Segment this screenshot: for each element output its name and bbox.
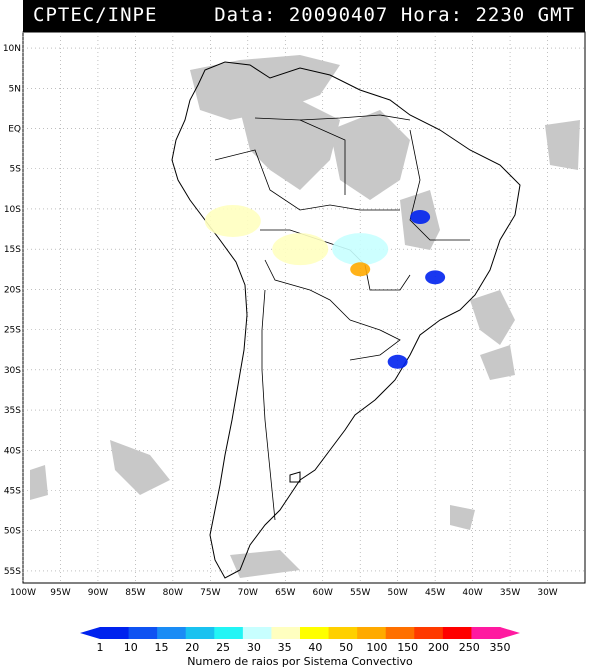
cloud-patch <box>450 505 475 530</box>
legend-swatch <box>242 627 272 639</box>
legend-swatch <box>385 627 415 639</box>
lat-tick-label: EQ <box>8 125 21 135</box>
border-line <box>264 259 351 321</box>
lat-tick-label: 5N <box>9 84 21 94</box>
convective-system <box>425 270 446 285</box>
legend-arrow-left <box>80 627 100 639</box>
legend-swatch <box>128 627 158 639</box>
datetime-label: Data: 20090407 Hora: 2230 GMT <box>214 4 575 26</box>
convective-system <box>272 233 329 266</box>
legend-value-label: 20 <box>185 641 199 654</box>
border-line <box>349 319 401 361</box>
lat-tick-label: 5S <box>10 165 22 175</box>
legend-value-label: 100 <box>366 641 387 654</box>
legend-swatch <box>414 627 444 639</box>
lon-tick-label: 100W <box>10 588 36 598</box>
lat-tick-label: 30S <box>4 366 21 376</box>
lon-tick-label: 65W <box>275 588 295 598</box>
convective-system <box>410 210 431 225</box>
legend-value-label: 15 <box>155 641 169 654</box>
cloud-patch <box>240 100 340 190</box>
border-line <box>214 149 400 211</box>
legend-swatch <box>300 627 330 639</box>
legend-swatch <box>185 627 215 639</box>
convective-system <box>387 354 408 369</box>
data-label: Data: <box>214 4 277 26</box>
lon-tick-label: 95W <box>50 588 70 598</box>
lat-tick-label: 10S <box>4 205 21 215</box>
border-line <box>409 129 470 241</box>
legend-swatch <box>471 627 501 639</box>
graticule: 10N 5N EQ 5S 10S 15S 20S 25S 30S 35S 40S 45S 50S 55S 1… <box>3 32 585 598</box>
convective-system <box>350 262 371 277</box>
legend-value-label: 30 <box>247 641 261 654</box>
country-borders <box>214 114 470 521</box>
legend-value-label: 350 <box>490 641 511 654</box>
legend-swatch <box>442 627 472 639</box>
title-bar: CPTEC/INPE Data: 20090407 Hora: 2230 GMT <box>23 0 585 32</box>
legend: 1 10 15 20 25 30 35 40 50 100 150 200 250 350 <box>80 627 520 654</box>
cloud-patch <box>230 550 300 578</box>
convective-systems <box>204 205 446 369</box>
legend-value-label: 1 <box>97 641 104 654</box>
lon-tick-label: 75W <box>200 588 220 598</box>
lon-tick-label: 70W <box>238 588 258 598</box>
lat-tick-label: 55S <box>4 567 21 577</box>
legend-value-label: 25 <box>216 641 230 654</box>
legend-value-label: 150 <box>397 641 418 654</box>
lat-tick-label: 50S <box>4 527 21 537</box>
cloud-patch <box>330 110 410 200</box>
lat-tick-label: 25S <box>4 326 21 336</box>
cloud-patch <box>110 440 170 495</box>
lon-tick-label: 90W <box>88 588 108 598</box>
date-value: 20090407 <box>288 4 389 26</box>
lat-tick-label: 45S <box>4 486 21 496</box>
border-line <box>299 119 346 195</box>
lon-tick-label: 60W <box>313 588 333 598</box>
lat-tick-label: 20S <box>4 285 21 295</box>
legend-value-label: 200 <box>428 641 449 654</box>
cloud-patch <box>190 55 340 120</box>
lon-tick-label: 45W <box>425 588 445 598</box>
legend-arrow-right <box>500 627 520 639</box>
hora-label: Hora: <box>400 4 464 26</box>
legend-swatch <box>157 627 187 639</box>
time-value: 2230 GMT <box>475 4 575 26</box>
cloud-patch <box>470 290 515 345</box>
convective-system <box>204 205 261 238</box>
cloud-patch <box>30 465 48 500</box>
cloud-layer <box>30 55 580 578</box>
convective-system <box>332 233 389 266</box>
lon-tick-label: 80W <box>163 588 183 598</box>
cloud-patch <box>545 120 580 170</box>
legend-value-label: 250 <box>459 641 480 654</box>
legend-swatch <box>357 627 387 639</box>
lat-tick-label: 40S <box>4 446 21 456</box>
lon-tick-label: 55W <box>350 588 370 598</box>
lon-tick-label: 85W <box>125 588 145 598</box>
legend-value-label: 40 <box>308 641 322 654</box>
cloud-patch <box>480 345 515 380</box>
legend-swatch <box>214 627 244 639</box>
legend-value-label: 35 <box>278 641 292 654</box>
lat-tick-label: 10N <box>3 44 21 54</box>
legend-value-label: 10 <box>124 641 138 654</box>
lat-tick-label: 15S <box>4 245 21 255</box>
falklands-islands <box>289 471 301 483</box>
lat-tick-label: 35S <box>4 406 21 416</box>
legend-title: Numero de raios por Sistema Convectivo <box>187 655 413 668</box>
legend-swatch <box>328 627 358 639</box>
legend-swatch <box>100 627 130 639</box>
legend-value-label: 50 <box>339 641 353 654</box>
source-label: CPTEC/INPE <box>33 4 158 26</box>
border-line <box>254 114 411 121</box>
lon-tick-label: 40W <box>462 588 482 598</box>
lon-tick-label: 35W <box>500 588 520 598</box>
legend-swatch <box>271 627 301 639</box>
lon-tick-label: 30W <box>537 588 557 598</box>
border-line <box>261 289 276 521</box>
lon-tick-label: 50W <box>387 588 407 598</box>
